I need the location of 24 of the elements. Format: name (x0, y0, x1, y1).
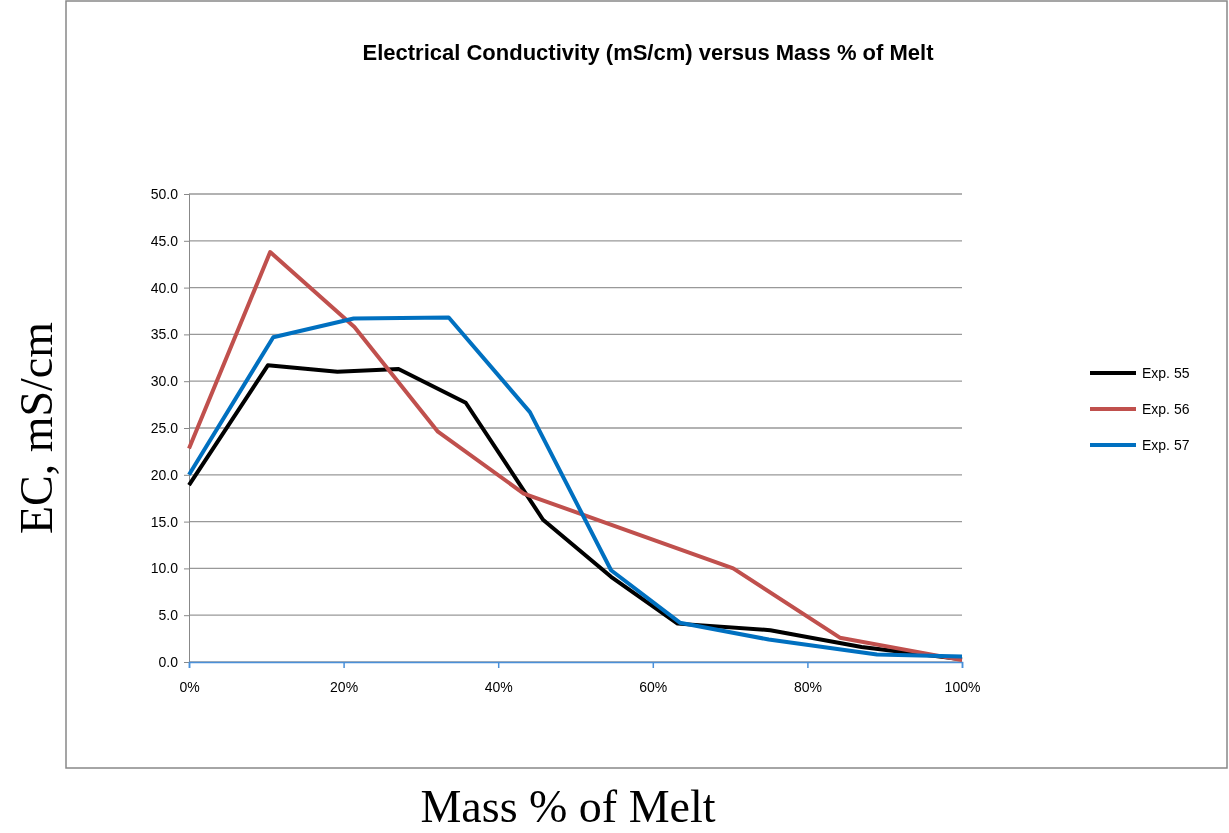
y-tick-label: 5.0 (158, 607, 179, 624)
x-tick-label: 0% (179, 678, 200, 695)
x-tick-label: 100% (944, 678, 981, 695)
x-tick-label: 40% (484, 678, 513, 695)
y-tick-label: 40.0 (150, 279, 179, 296)
legend-label: Exp. 55 (1142, 365, 1190, 381)
y-tick-label: 25.0 (150, 419, 179, 436)
y-tick-label: 15.0 (150, 513, 179, 530)
y-tick-label: 20.0 (150, 466, 179, 483)
legend-label: Exp. 57 (1142, 437, 1190, 453)
x-tick-label: 60% (639, 678, 668, 695)
legend-label: Exp. 56 (1142, 401, 1190, 417)
y-tick-label: 45.0 (150, 232, 179, 249)
line-series (187, 250, 964, 663)
chart-title: Electrical Conductivity (mS/cm) versus Mass % of Melt (362, 40, 935, 65)
y-axis-title: EC, mS/cm (11, 321, 62, 535)
y-tick-label: 35.0 (150, 326, 179, 343)
y-tick-label: 10.0 (150, 560, 179, 577)
x-tick-label: 80% (793, 678, 822, 695)
x-tick-label: 20% (330, 678, 359, 695)
x-axis-title: Mass % of Melt (420, 781, 716, 832)
y-tick-label: 50.0 (150, 185, 179, 202)
y-tick-label: 0.0 (158, 653, 179, 670)
y-tick-label: 30.0 (150, 373, 179, 390)
